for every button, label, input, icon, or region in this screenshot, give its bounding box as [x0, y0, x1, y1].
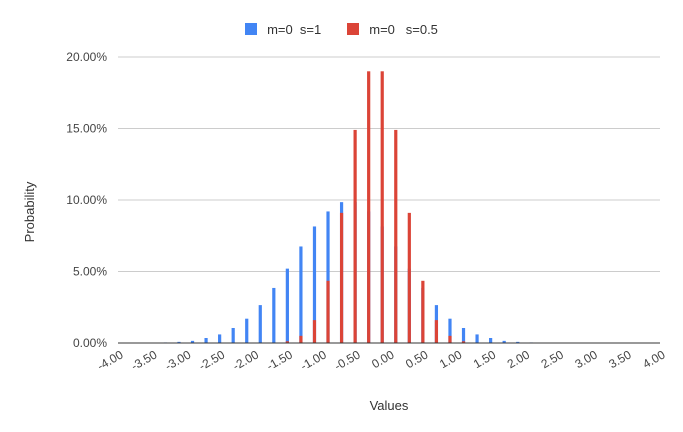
bar-series-2 [299, 335, 303, 343]
bars [123, 71, 601, 344]
bar-series-2 [421, 280, 425, 343]
legend-swatch-series-1 [245, 23, 258, 35]
x-tick-label: -2.00 [230, 347, 261, 373]
bar-series-1 [204, 338, 208, 343]
bar-series-1 [231, 327, 235, 343]
bar-series-1 [299, 246, 303, 343]
bar-series-2 [380, 71, 384, 344]
bar-series-2 [367, 71, 371, 344]
x-tick-label: -3.50 [129, 347, 160, 373]
x-tick-label: -4.00 [95, 347, 126, 373]
y-axis-ticks: 0.00% 5.00% 10.00% 15.00% 20.00% [66, 50, 107, 350]
x-tick-label: -2.50 [196, 347, 227, 373]
y-tick-label: 0.00% [73, 336, 107, 350]
bar-series-1 [461, 327, 466, 343]
bar-series-1 [258, 305, 262, 343]
legend-label-series-2: m=0 s=0.5 [369, 21, 438, 37]
bar-series-2 [339, 212, 344, 343]
legend-item-series-1[interactable]: m=0 s=1 [245, 22, 321, 37]
bar-series-1 [516, 341, 520, 343]
gridlines [118, 56, 660, 272]
bar-series-2 [448, 335, 452, 343]
bar-series-2 [312, 320, 317, 343]
bar-series-1 [475, 334, 479, 343]
bar-series-2 [407, 212, 411, 343]
x-axis-ticks: -4.00 -3.50 -3.00 -2.50 -2.00 -1.50 -1.00 -0.50… [95, 347, 668, 373]
bar-series-1 [245, 318, 249, 343]
legend-item-series-2[interactable]: m=0 s=0.5 [347, 22, 438, 37]
x-tick-label: 2.50 [539, 347, 567, 371]
x-tick-label: 2.00 [505, 347, 533, 371]
legend-label-series-1: m=0 s=1 [267, 21, 322, 37]
x-tick-label: 1.00 [437, 347, 465, 371]
y-tick-label: 20.00% [66, 50, 107, 64]
bar-series-2 [394, 129, 398, 343]
bar-series-1 [489, 338, 493, 343]
x-tick-label: 0.00 [369, 347, 397, 371]
bar-series-2 [434, 320, 439, 343]
bar-series-1 [326, 211, 330, 343]
x-tick-label: -1.50 [264, 347, 295, 373]
bar-series-2 [326, 280, 330, 343]
y-axis-label: Probability [22, 181, 37, 242]
y-tick-label: 15.00% [66, 122, 107, 136]
x-tick-label: 3.00 [573, 347, 601, 371]
x-tick-label: 0.50 [403, 347, 431, 371]
bar-series-1 [190, 340, 195, 343]
y-tick-label: 10.00% [66, 193, 107, 207]
x-tick-label: 4.00 [640, 347, 668, 371]
bar-series-1 [272, 287, 276, 343]
x-tick-label: 3.50 [606, 347, 634, 371]
bar-series-1 [177, 341, 181, 343]
x-axis-label: Values [370, 398, 409, 413]
bar-series-1 [502, 340, 506, 343]
bar-series-1 [285, 268, 289, 343]
bar-series-1 [448, 318, 452, 343]
bar-series-1 [312, 226, 317, 343]
x-tick-label: -3.00 [163, 347, 194, 373]
bar-series-2 [285, 341, 289, 343]
legend: m=0 s=1 m=0 s=0.5 [0, 19, 683, 39]
x-tick-label: 1.50 [471, 347, 499, 371]
legend-swatch-series-2 [347, 23, 360, 35]
bar-series-1 [218, 334, 222, 343]
y-tick-label: 5.00% [73, 265, 107, 279]
bar-series-2 [353, 129, 357, 343]
x-tick-label: -0.50 [332, 347, 363, 373]
x-tick-label: -1.00 [298, 347, 329, 373]
bar-series-2 [461, 341, 466, 343]
